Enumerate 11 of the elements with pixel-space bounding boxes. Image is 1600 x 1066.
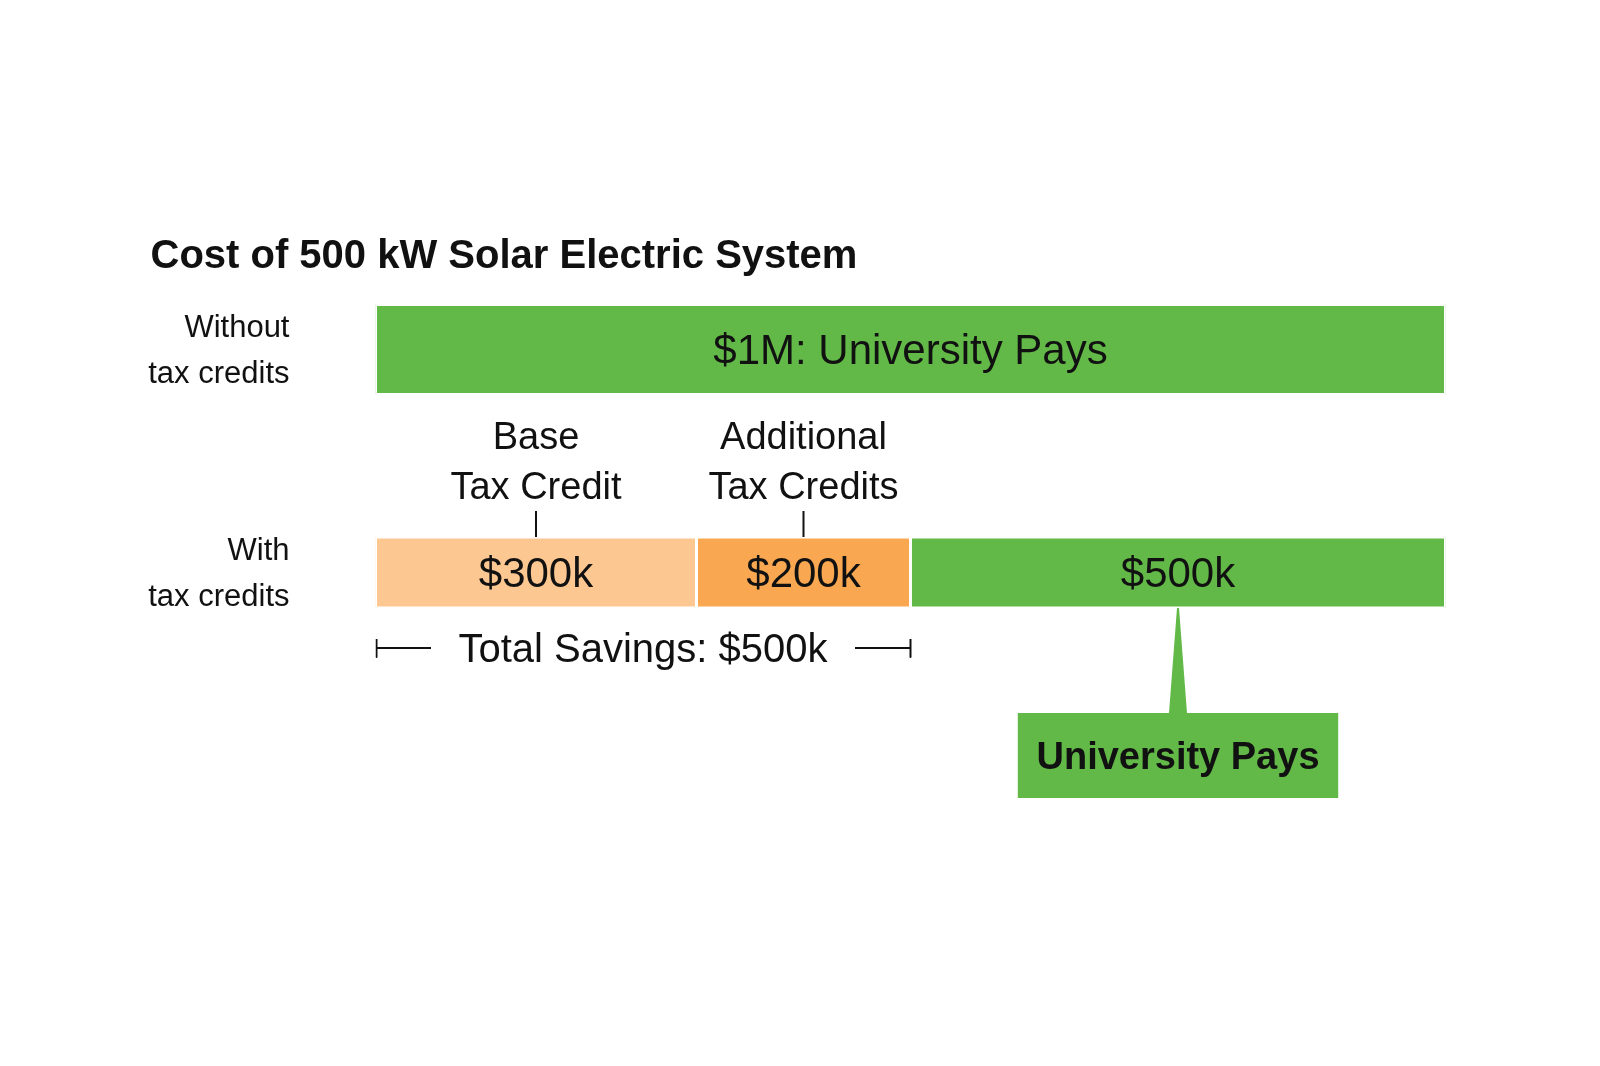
y-tick-label: With tax credits: [148, 532, 290, 613]
annotation: Total Savings: $500k: [458, 626, 829, 670]
annotation: Base Tax Credit: [450, 414, 622, 507]
data-label: $300k: [478, 549, 595, 596]
annotation: Additional Tax Credits: [708, 414, 899, 507]
text: University Pays: [1036, 734, 1320, 777]
chart-title: Cost of 500 kW Solar Electric System: [150, 231, 858, 276]
data-label: $200k: [746, 549, 862, 596]
data-label: $500k: [1120, 549, 1237, 596]
data-label: $1M: University Pays: [713, 326, 1108, 373]
y-tick-label: Without tax credits: [148, 309, 290, 390]
